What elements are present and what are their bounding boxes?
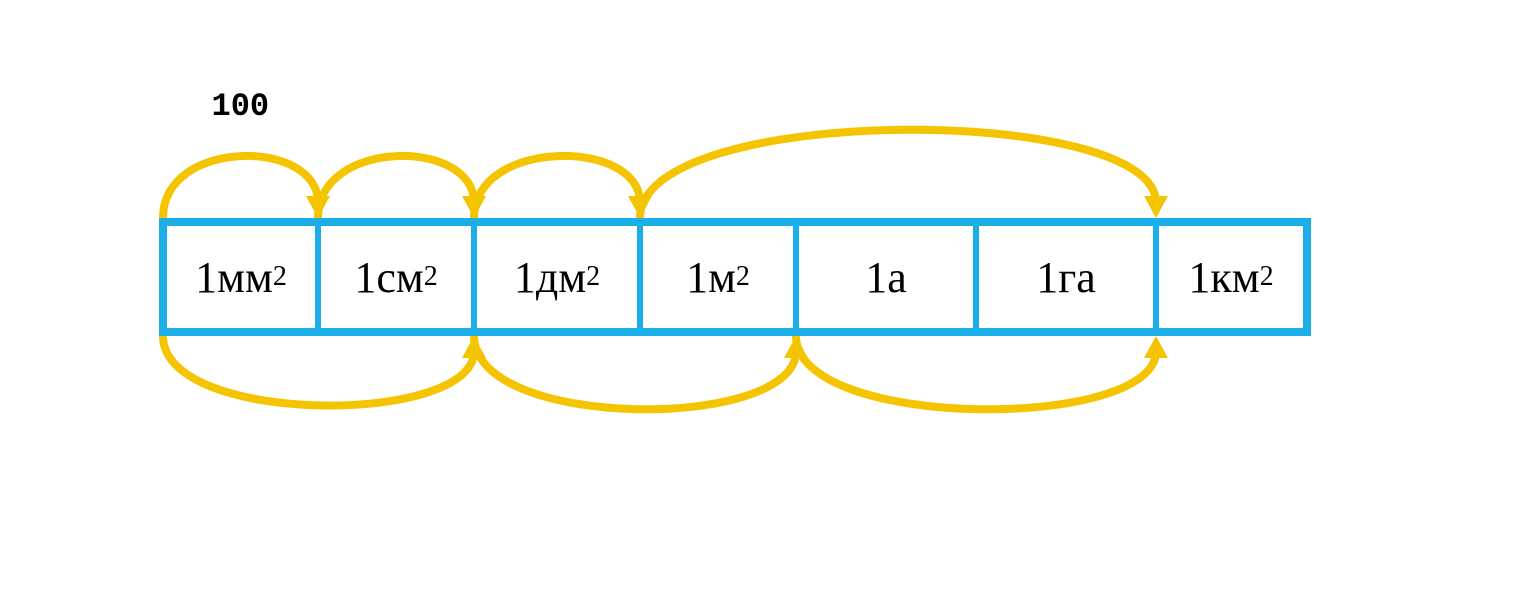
bottom-arc-1-head bbox=[784, 336, 808, 358]
unit-cell-base: 1а bbox=[865, 252, 907, 303]
bottom-arc-2-head bbox=[1144, 336, 1168, 358]
unit-cell-base: 1га bbox=[1036, 252, 1096, 303]
unit-cell-base: 1см bbox=[354, 252, 423, 303]
unit-cell-1: 1см2 bbox=[315, 218, 471, 336]
top-arc-1 bbox=[318, 156, 474, 218]
bottom-arc-0 bbox=[163, 336, 474, 406]
diagram-canvas: 1мм21см21дм21м2 1а 1га 1км2 100 bbox=[0, 0, 1536, 594]
top-arc-0-head bbox=[306, 196, 330, 218]
unit-cell-4: 1а bbox=[793, 218, 973, 336]
top-arc-1-head bbox=[462, 196, 486, 218]
unit-cell-base: 1мм bbox=[195, 252, 273, 303]
top-arc-3-head bbox=[1144, 196, 1168, 218]
unit-cell-2: 1дм2 bbox=[471, 218, 637, 336]
bottom-arc-0-head bbox=[462, 336, 486, 358]
unit-row: 1мм21см21дм21м2 1а 1га 1км2 bbox=[159, 218, 1311, 336]
unit-cell-5: 1га bbox=[973, 218, 1153, 336]
unit-cell-6: 1км2 bbox=[1153, 218, 1311, 336]
top-arc-2 bbox=[474, 156, 640, 218]
top-arc-0 bbox=[163, 156, 318, 218]
top-arc-3 bbox=[640, 130, 1156, 218]
factor-label: 100 bbox=[212, 88, 270, 125]
bottom-arc-1 bbox=[474, 336, 796, 409]
top-arc-2-head bbox=[628, 196, 652, 218]
unit-cell-base: 1дм bbox=[514, 252, 586, 303]
unit-cell-3: 1м2 bbox=[637, 218, 793, 336]
bottom-arc-2 bbox=[796, 336, 1156, 409]
unit-cell-0: 1мм2 bbox=[159, 218, 315, 336]
unit-cell-base: 1м bbox=[686, 252, 736, 303]
unit-cell-base: 1км bbox=[1188, 252, 1259, 303]
